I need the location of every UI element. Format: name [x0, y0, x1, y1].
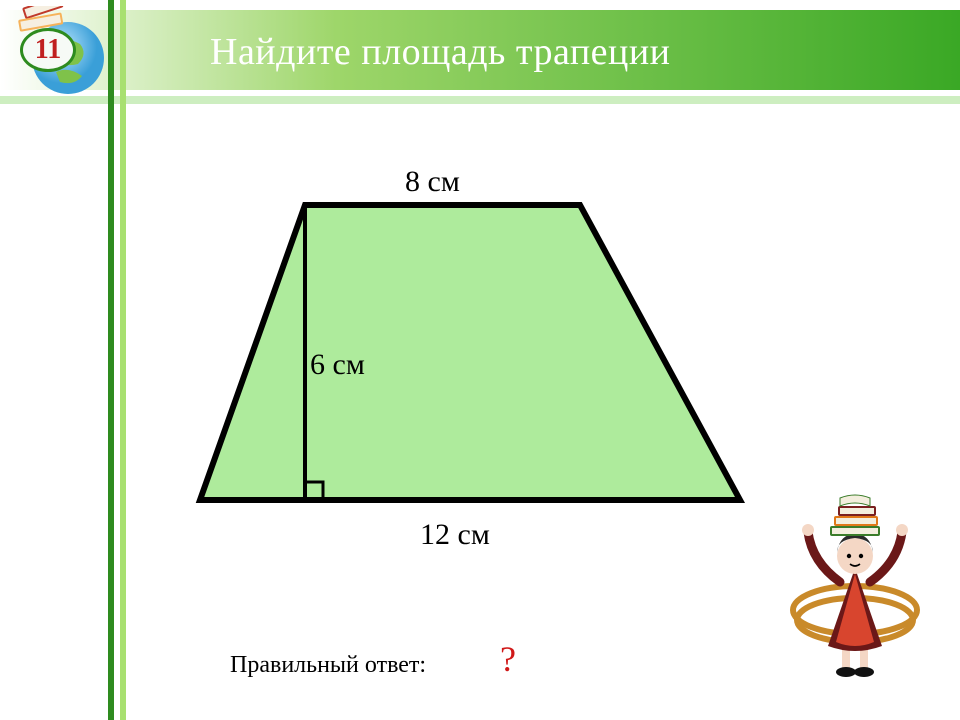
label-top-base: 8 см	[405, 165, 460, 199]
sidebar-stripe-light	[120, 0, 126, 720]
trapezoid-diagram: 8 см 6 см 12 см	[180, 160, 820, 560]
answer-value[interactable]: ?	[500, 638, 516, 680]
trapezoid-svg	[180, 160, 820, 560]
slide-title: Найдите площадь трапеции	[210, 30, 671, 74]
label-height: 6 см	[310, 348, 365, 382]
label-bottom-base: 12 см	[420, 518, 490, 552]
answer-label: Правильный ответ:	[230, 652, 426, 679]
slide-number: 11	[35, 34, 61, 66]
trapezoid-shape	[200, 205, 740, 500]
sidebar-stripe-dark	[108, 0, 114, 720]
character-icon	[780, 490, 930, 680]
slide-number-badge: 11	[20, 28, 76, 72]
